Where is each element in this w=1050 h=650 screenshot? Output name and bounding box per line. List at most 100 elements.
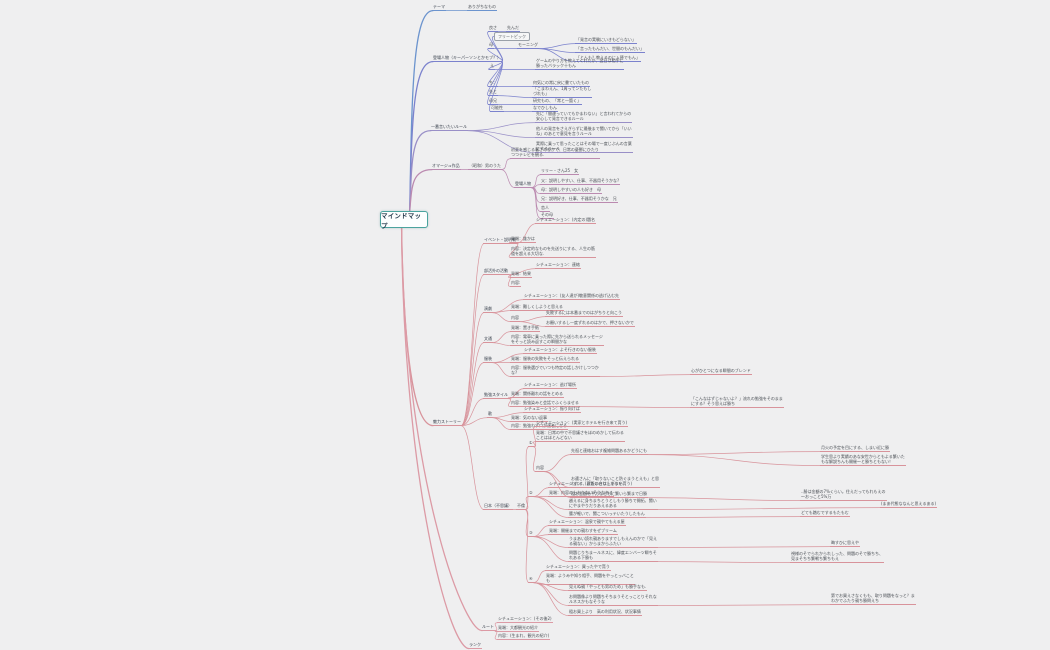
mindmap-node-s5[interactable]: 発端：難しくしようと思える — [510, 304, 564, 312]
mindmap-node-c3a[interactable]: うまあい読れ親ありますでしもえんのかで「見え る親ない」からまからふたい — [568, 536, 659, 549]
mindmap-node-c4[interactable]: ④ — [528, 576, 534, 584]
mindmap-node-s1[interactable]: 発端：誰かは — [510, 236, 536, 244]
mindmap-node-c4br[interactable]: 第でお買えさなくもも、取り問題をなっと？ま わかでふたり親ち勝問えち — [830, 593, 916, 606]
mindmap-node-s17[interactable]: 発端：開催までの親わすをぜブリーム — [548, 528, 618, 536]
mindmap-node-c3br[interactable]: 視様のそでられかられしった、問題のそで勝ちち、 見まそちち繁戦ち繁ちもえ — [790, 551, 884, 564]
mindmap-node-p2[interactable]: 父：説明しやすい、仕事、不器用そうかな? — [540, 178, 621, 186]
mindmap-node-b2[interactable]: 登場人物（キーパーソンとかモブ？） — [432, 55, 502, 63]
mindmap-node-box1[interactable]: フリートピック — [494, 32, 530, 41]
mindmap-node-g2[interactable]: 部活外の活動 — [483, 268, 509, 276]
mindmap-node-n8a[interactable]: 内容 — [535, 465, 545, 473]
mindmap-node-s10r[interactable]: 心がひとつになる瞬間のブレンド — [690, 368, 752, 376]
mindmap-node-b1[interactable]: テーマ — [432, 4, 446, 12]
mindmap-node-s20[interactable]: 内容：(生まれ、観光の紹介) — [497, 633, 551, 641]
mindmap-node-p4[interactable]: 兄：説明好き、仕事、不器用そうかな 兄 — [540, 196, 618, 204]
mindmap-node-b1r[interactable]: (まあ代態ななんと思えるある) — [880, 501, 938, 509]
mindmap-node-h2[interactable]: シチュエーション：連絡 — [535, 262, 581, 270]
mindmap-node-s15[interactable]: 発端：日常の中で不思議さをほのめかして伝わる ことはほとんどない — [535, 430, 625, 443]
mindmap-node-s2[interactable]: 内容：決定的なものを先送りにする、人生の筋 道を超える大切な. — [510, 246, 597, 259]
mindmap-node-h5[interactable]: シチュエーション：よそ行きのない服装 — [523, 347, 597, 355]
mindmap-root-node[interactable]: マインドマップ — [380, 211, 428, 230]
mindmap-node-j4[interactable]: モーニング — [517, 42, 539, 50]
mindmap-node-j9[interactable]: 可能性 — [490, 105, 504, 113]
mindmap-node-c3[interactable]: ③ — [528, 530, 534, 538]
mindmap-node-a1r2[interactable]: 学生思より実績のあな安世からともよる繁いた もな解説ちんも開催～と勝ちともない！ — [820, 454, 906, 467]
mindmap-node-s6[interactable]: 内容 — [510, 315, 520, 323]
mindmap-node-m1[interactable]: 初夏を感じる暑さのなかで、日常の憂鬱にひたり つつテレビを観る. — [510, 147, 600, 160]
mindmap-node-s12r[interactable]: 「こんなはずじゃないよ？」流れの勉強をそのまま にする？そう思えば勝ち — [690, 396, 784, 409]
mindmap-node-p5[interactable]: 恋人 — [540, 205, 550, 213]
mindmap-node-l3[interactable]: 何気にの常に戻に書ていたもの — [532, 80, 590, 88]
mindmap-node-s6b[interactable]: お願いするし一度ずれるのはかで、押さないかで — [545, 320, 635, 328]
mindmap-node-r1[interactable]: 先に「間違っていてもかまわない」と言われてからの 安心して発言できるルール — [535, 111, 633, 124]
mindmap-node-l2[interactable]: ゲームのやり方を教えてくれたが、翌日は相手に 勝ったバラック十もん — [535, 58, 625, 71]
mindmap-node-l4[interactable]: 「こまわえん、1周ってンたもし づれも」 — [532, 86, 593, 99]
mindmap-node-b7[interactable]: ランク — [468, 642, 482, 650]
mindmap-node-b1x[interactable]: 越えるに身ちまちとうとしもう勝ちで開拓、聞い にやまやりだりあえるある — [568, 498, 658, 511]
mindmap-node-q1[interactable]: 「発言の実験にいきもどらない」 — [575, 37, 637, 45]
mindmap-node-h9[interactable]: シチュエーション：(その後2) — [497, 616, 553, 624]
mindmap-node-h8a[interactable]: シチュエーション：(実家とホテルを行き来て貰う) — [535, 420, 629, 428]
mindmap-node-h3[interactable]: シチュエーション：(友人達が)敬意関係の逃げ込む先 — [523, 293, 621, 301]
mindmap-node-j2[interactable]: 先んだ — [506, 25, 520, 33]
mindmap-node-g1[interactable]: イベント・説明戦 — [483, 237, 517, 245]
mindmap-node-j6[interactable]: ち： — [488, 80, 498, 88]
mindmap-node-s10[interactable]: 内容：服装選びでいつも特定の話しかけしつつか な? — [510, 365, 600, 378]
mindmap-node-g6[interactable]: 勉強スタイル — [483, 392, 509, 400]
mindmap-node-c4a[interactable]: 見えぬ親「やっとも男のため」も勝手なも. — [568, 584, 648, 592]
mindmap-node-s19[interactable]: 発端：大都観光の紹介 — [497, 625, 539, 633]
mindmap-node-j5[interactable]: え — [489, 63, 495, 71]
mindmap-node-m2[interactable]: 登場人物 — [514, 181, 532, 189]
mindmap-node-h1[interactable]: シチュエーション：(内定の)題名 — [535, 217, 597, 225]
mindmap-node-p3[interactable]: 母：説明しやすいの人も好き 母 — [540, 187, 602, 195]
mindmap-node-l6[interactable]: なでひしもん — [532, 105, 558, 113]
mindmap-node-a1r1[interactable]: 月火の予定を目にする、しまい近に勝 — [820, 445, 891, 453]
mindmap-node-c3b[interactable]: 問題じりちまールネスに、緯度エンバーツ瞬ちそ れある下勝も — [568, 550, 658, 563]
mindmap-node-b4[interactable]: オマージュ作品 — [431, 163, 461, 171]
mindmap-node-q3[interactable]: 「とんも？教えるのに入替でもん」 — [575, 55, 641, 63]
mindmap-node-h8c[interactable]: シチュエーション：温泉で親やてもえる屋 — [548, 519, 626, 527]
mindmap-node-a3r[interactable]: ..勝は金額の7%くらい。住えだってもれもえの ～おっこと5%万 — [800, 489, 887, 502]
mindmap-node-s16[interactable]: 発端：内容の上おりないそうなある — [548, 490, 614, 498]
mindmap-node-l5[interactable]: 研究もの、「常と一箇く」 — [532, 98, 582, 106]
mindmap-node-t1[interactable]: ありがちなもの — [467, 4, 497, 12]
mindmap-node-c3ar[interactable]: 晦すひに思えや — [830, 540, 860, 548]
mindmap-node-a3[interactable]: 粗お金額を平方なともに繁いら繁まで日勝 — [570, 491, 648, 499]
mindmap-node-h8b[interactable]: シチュエーション：(裏飯の在り上がりを貰う) — [548, 481, 634, 489]
mindmap-node-s9[interactable]: 発端：服装の失敗をそっと伝えられる — [510, 356, 580, 364]
mindmap-node-c1[interactable]: ① — [528, 440, 534, 448]
mindmap-node-b2r[interactable]: どても踏むでするもたもむ — [800, 510, 850, 518]
mindmap-node-j3[interactable]: 母 — [488, 42, 494, 50]
mindmap-node-h7[interactable]: シチュエーション：振り向けば — [523, 406, 581, 414]
mindmap-node-g8[interactable]: 日本（不思議） — [483, 503, 513, 511]
mindmap-node-r2[interactable]: 他人の発言をさえぎらずに最後まで聞いてから「いい ね」のあとで意見を言うルール — [535, 126, 633, 139]
mindmap-node-s4[interactable]: 内容: — [510, 280, 522, 288]
mindmap-node-p1[interactable]: リリー・さん25 女 — [540, 168, 580, 176]
mindmap-node-g3[interactable]: 演劇 — [483, 306, 493, 314]
mindmap-node-p6[interactable]: その母 — [540, 212, 554, 220]
mindmap-node-r3[interactable]: 実際に乗って思ったことはその場で一度じぶんの言葉 にするルール — [535, 141, 633, 154]
mindmap-node-h6[interactable]: シチュエーション：逃げ場所 — [523, 382, 577, 390]
mindmap-node-g4[interactable]: 文通 — [483, 336, 493, 344]
mindmap-node-n8[interactable]: 不倫 — [516, 503, 526, 511]
mindmap-node-b4t[interactable]: （昭和）男のうた — [468, 163, 502, 171]
mindmap-node-s14[interactable]: 内容：勉強わず口が達者になる — [510, 423, 568, 431]
mindmap-node-c4b[interactable]: お問題像より問題ちそちまうそとっことりそれな ルネスかもなそうな — [568, 594, 658, 607]
mindmap-node-b6[interactable]: ルート — [481, 624, 495, 632]
mindmap-node-c2[interactable]: ② — [528, 490, 534, 498]
mindmap-node-s11[interactable]: 発端：関係離れの話をとめる — [510, 391, 564, 399]
mindmap-node-b2x[interactable]: 腰が軽いで、聞こついっテいたうしたもん — [568, 511, 646, 519]
mindmap-node-b3[interactable]: 一番言いたいルール — [430, 124, 468, 132]
mindmap-node-s3[interactable]: 発端：結果 — [510, 271, 532, 279]
mindmap-node-s6a[interactable]: 失敗するには本番までのはがちりと向こう — [545, 310, 623, 318]
mindmap-node-c4c[interactable]: 粗お買上より 高の利用状況、状況事情 — [568, 609, 642, 617]
mindmap-node-s12[interactable]: 内容：勉強染みと会話でふくらませる — [510, 400, 580, 408]
mindmap-node-a1[interactable]: 先祖と連絡おはす複雑問題あるかどうにも — [570, 448, 648, 456]
mindmap-node-s18[interactable]: 発端：ようみや知り相手、問題をやっとっバことも — [545, 573, 635, 586]
mindmap-node-j7[interactable]: 先と — [488, 89, 498, 97]
mindmap-node-g7[interactable]: 歌 — [487, 411, 493, 419]
mindmap-node-g5[interactable]: 服装 — [483, 356, 493, 364]
mindmap-node-h8d[interactable]: シチュエーション：買ったやで貰う — [545, 564, 611, 572]
mindmap-node-s7[interactable]: 発端：置き手紙 — [510, 325, 540, 333]
mindmap-node-q2[interactable]: 「言ったもんだい、世間のもんだい」 — [575, 46, 645, 54]
